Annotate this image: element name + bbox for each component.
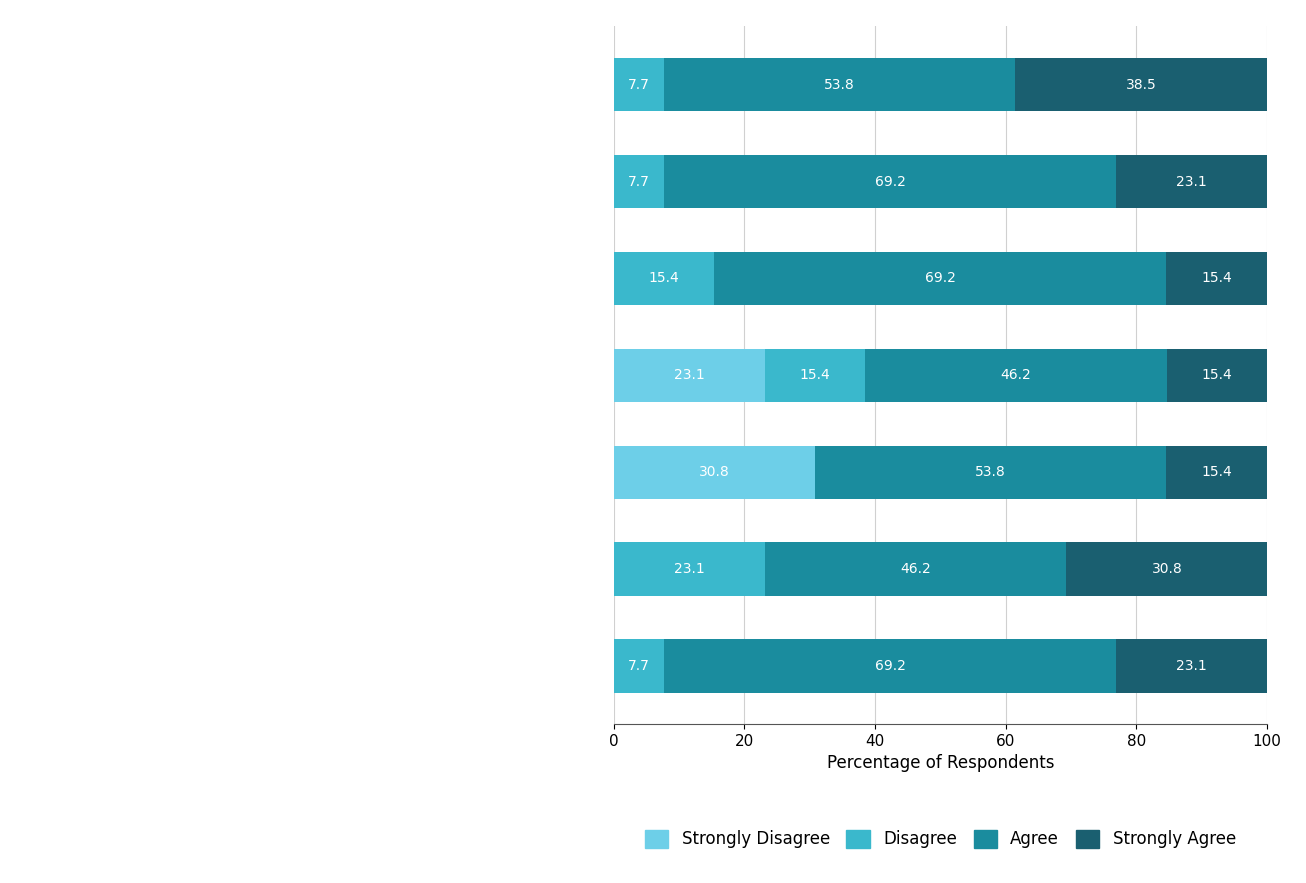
- Text: 23.1: 23.1: [674, 562, 705, 576]
- Text: 69.2: 69.2: [875, 175, 905, 188]
- Text: 46.2: 46.2: [1000, 368, 1032, 382]
- Bar: [1067, 542, 1268, 596]
- Bar: [1115, 639, 1267, 692]
- Legend: Strongly Disagree, Disagree, Agree, Strongly Agree: Strongly Disagree, Disagree, Agree, Stro…: [639, 823, 1242, 855]
- Bar: [1016, 58, 1267, 111]
- Bar: [614, 252, 714, 305]
- Text: 15.4: 15.4: [799, 368, 831, 382]
- Bar: [663, 155, 1115, 208]
- Text: 46.2: 46.2: [900, 562, 931, 576]
- Bar: [1166, 252, 1267, 305]
- Text: 23.1: 23.1: [1175, 659, 1207, 673]
- Bar: [614, 639, 663, 692]
- Bar: [815, 446, 1166, 499]
- Text: 7.7: 7.7: [628, 78, 650, 92]
- Bar: [1166, 446, 1267, 499]
- Text: 15.4: 15.4: [1202, 368, 1233, 382]
- Bar: [663, 639, 1115, 692]
- Text: 15.4: 15.4: [1202, 271, 1232, 285]
- Bar: [1168, 349, 1268, 402]
- Text: 69.2: 69.2: [875, 659, 905, 673]
- Text: 30.8: 30.8: [699, 465, 730, 479]
- Bar: [1115, 155, 1267, 208]
- Text: 30.8: 30.8: [1152, 562, 1182, 576]
- Bar: [865, 349, 1168, 402]
- Bar: [614, 542, 765, 596]
- Bar: [614, 349, 765, 402]
- Bar: [614, 58, 663, 111]
- Text: 23.1: 23.1: [1175, 175, 1207, 188]
- Text: 15.4: 15.4: [1202, 465, 1232, 479]
- Text: 7.7: 7.7: [628, 175, 650, 188]
- Bar: [714, 252, 1166, 305]
- Bar: [614, 446, 815, 499]
- Text: 15.4: 15.4: [649, 271, 679, 285]
- Text: 53.8: 53.8: [824, 78, 855, 92]
- Text: 53.8: 53.8: [976, 465, 1006, 479]
- Bar: [614, 155, 663, 208]
- Text: 69.2: 69.2: [925, 271, 956, 285]
- Text: 38.5: 38.5: [1126, 78, 1157, 92]
- Bar: [663, 58, 1016, 111]
- Text: 7.7: 7.7: [628, 659, 650, 673]
- Bar: [765, 542, 1067, 596]
- Text: 23.1: 23.1: [674, 368, 705, 382]
- X-axis label: Percentage of Respondents: Percentage of Respondents: [827, 754, 1054, 773]
- Bar: [765, 349, 866, 402]
